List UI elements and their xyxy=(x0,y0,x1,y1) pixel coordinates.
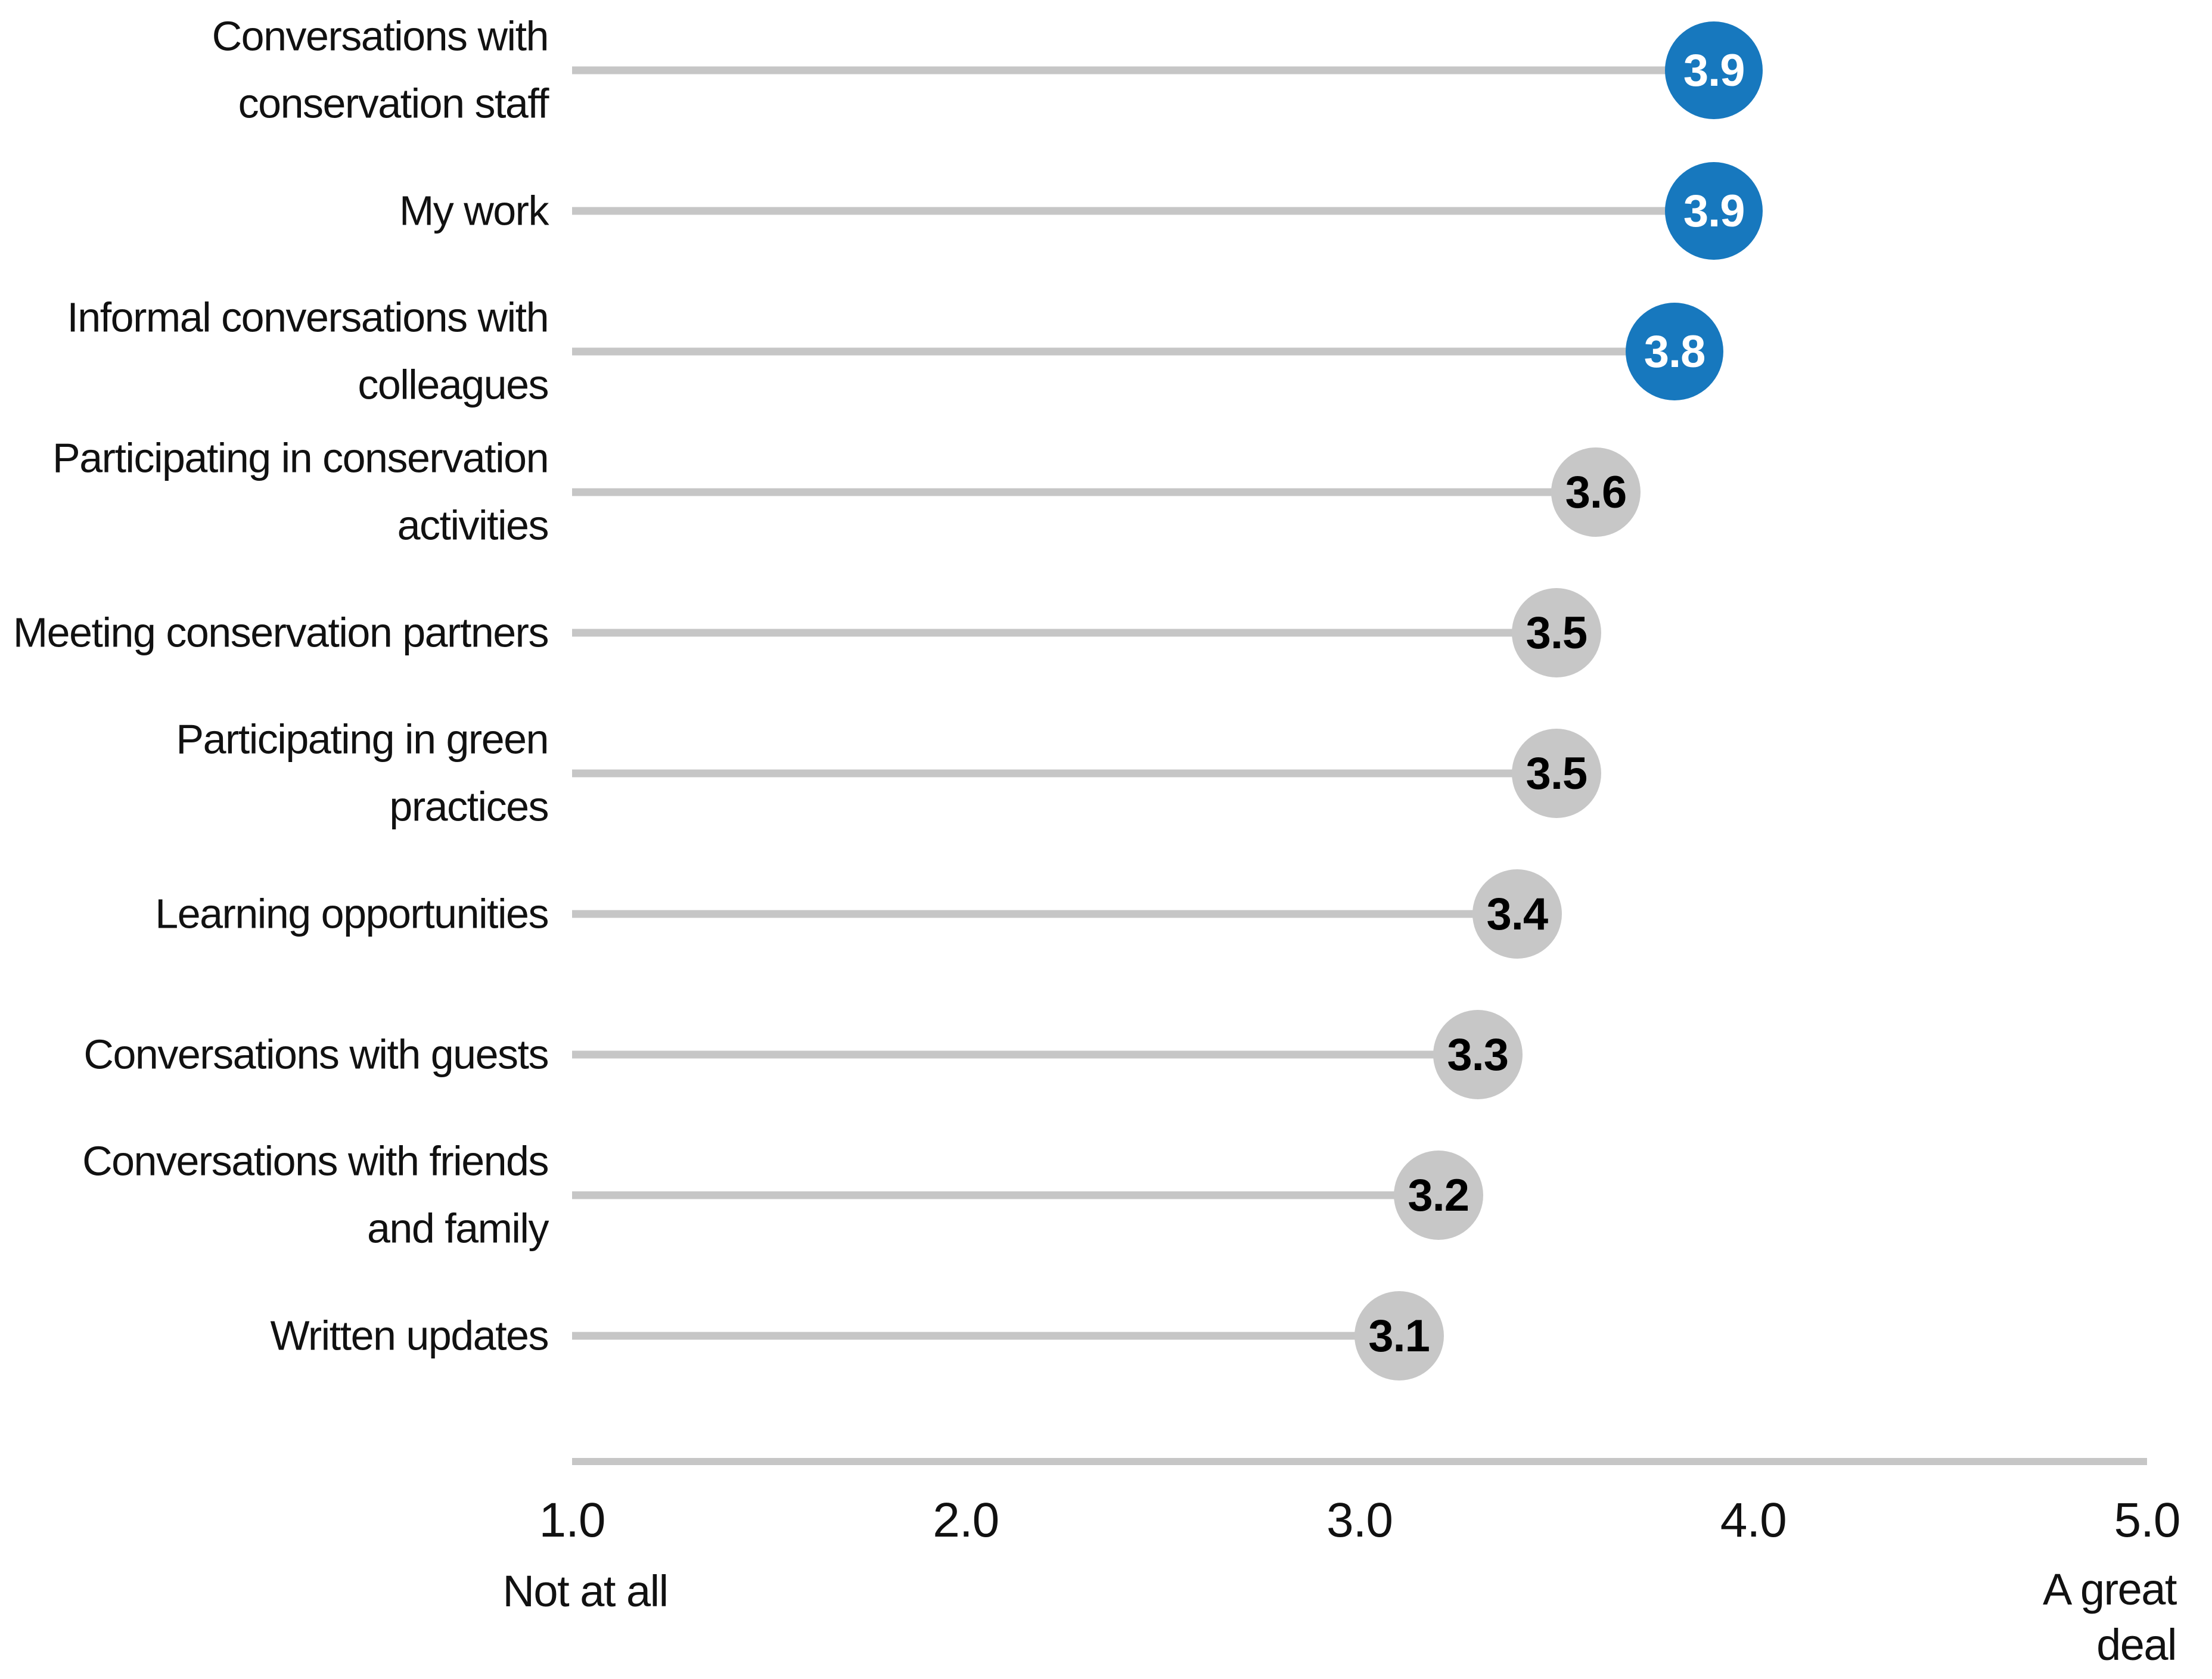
chart-row: Participating in green practices 3.5 xyxy=(0,703,2212,844)
x-tick: 2.0 xyxy=(933,1493,999,1547)
stem-line xyxy=(572,488,1596,496)
row-track: 3.4 xyxy=(572,844,2147,984)
row-label: Informal conversations with colleagues xyxy=(67,294,549,408)
value-label: 3.3 xyxy=(1447,1029,1509,1080)
row-label: My work xyxy=(399,187,549,234)
row-label: Participating in conservation activities xyxy=(52,434,549,549)
row-label: Conversations with conservation staff xyxy=(212,13,549,127)
row-track: 3.9 xyxy=(572,141,2147,281)
value-label: 3.9 xyxy=(1683,185,1745,237)
value-dot: 3.3 xyxy=(1433,1010,1523,1099)
value-label: 3.4 xyxy=(1486,888,1548,940)
chart-row: Conversations with guests 3.3 xyxy=(0,984,2212,1125)
chart-row: Written updates 3.1 xyxy=(0,1266,2212,1406)
row-label: Written updates xyxy=(270,1312,549,1359)
value-label: 3.1 xyxy=(1368,1310,1430,1361)
stem-line xyxy=(572,629,1557,637)
row-track: 3.2 xyxy=(572,1125,2147,1266)
value-label: 3.5 xyxy=(1526,607,1588,658)
row-label: Participating in green practices xyxy=(176,716,549,830)
value-label: 3.6 xyxy=(1565,467,1627,518)
value-label: 3.8 xyxy=(1644,326,1706,377)
stem-line xyxy=(572,910,1517,918)
row-label: Conversations with friends and family xyxy=(82,1137,549,1252)
chart-row: Participating in conservation activities… xyxy=(0,422,2212,562)
value-dot: 3.2 xyxy=(1393,1151,1483,1240)
row-track: 3.1 xyxy=(572,1266,2147,1406)
row-track: 3.6 xyxy=(572,422,2147,562)
axis-min-caption: Not at all xyxy=(502,1566,669,1616)
chart-rows: Conversations with conservation staff 3.… xyxy=(0,0,2212,1406)
value-dot: 3.8 xyxy=(1626,303,1724,400)
x-tick: 4.0 xyxy=(1720,1493,1787,1547)
x-axis-ticks: 1.0 2.0 3.0 4.0 5.0 xyxy=(539,1493,2181,1558)
stem-line xyxy=(572,66,1714,74)
chart-row: Informal conversations with colleagues 3… xyxy=(0,281,2212,422)
stem-line xyxy=(572,1332,1399,1340)
stem-line xyxy=(572,207,1714,215)
chart-row: My work 3.9 xyxy=(0,141,2212,281)
x-tick: 1.0 xyxy=(539,1493,606,1547)
value-dot: 3.9 xyxy=(1665,21,1763,119)
stem-line xyxy=(572,1050,1478,1059)
chart-row: Learning opportunities 3.4 xyxy=(0,844,2212,984)
row-track: 3.5 xyxy=(572,562,2147,703)
value-dot: 3.5 xyxy=(1511,588,1601,677)
x-axis-line xyxy=(572,1458,2147,1465)
stem-line xyxy=(572,347,1675,356)
x-tick: 5.0 xyxy=(2114,1493,2181,1547)
stem-line xyxy=(572,1191,1439,1199)
value-dot: 3.1 xyxy=(1354,1291,1444,1380)
chart-row: Meeting conservation partners 3.5 xyxy=(0,562,2212,703)
row-track: 3.8 xyxy=(572,281,2147,422)
x-tick: 3.0 xyxy=(1326,1493,1393,1547)
value-dot: 3.5 xyxy=(1511,729,1601,818)
row-track: 3.9 xyxy=(572,0,2147,141)
chart-row: Conversations with friends and family 3.… xyxy=(0,1125,2212,1266)
stem-line xyxy=(572,769,1557,778)
value-label: 3.2 xyxy=(1408,1170,1470,1221)
value-label: 3.9 xyxy=(1683,45,1745,96)
value-dot: 3.9 xyxy=(1665,162,1763,260)
row-label: Conversations with guests xyxy=(83,1031,549,1078)
value-label: 3.5 xyxy=(1526,748,1588,799)
chart-row: Conversations with conservation staff 3.… xyxy=(0,0,2212,141)
axis-max-caption: A great deal xyxy=(2042,1565,2177,1669)
row-label: Meeting conservation partners xyxy=(13,609,549,656)
row-track: 3.5 xyxy=(572,703,2147,844)
value-dot: 3.6 xyxy=(1551,447,1641,537)
row-label: Learning opportunities xyxy=(155,890,549,937)
row-track: 3.3 xyxy=(572,984,2147,1125)
value-dot: 3.4 xyxy=(1472,869,1562,959)
